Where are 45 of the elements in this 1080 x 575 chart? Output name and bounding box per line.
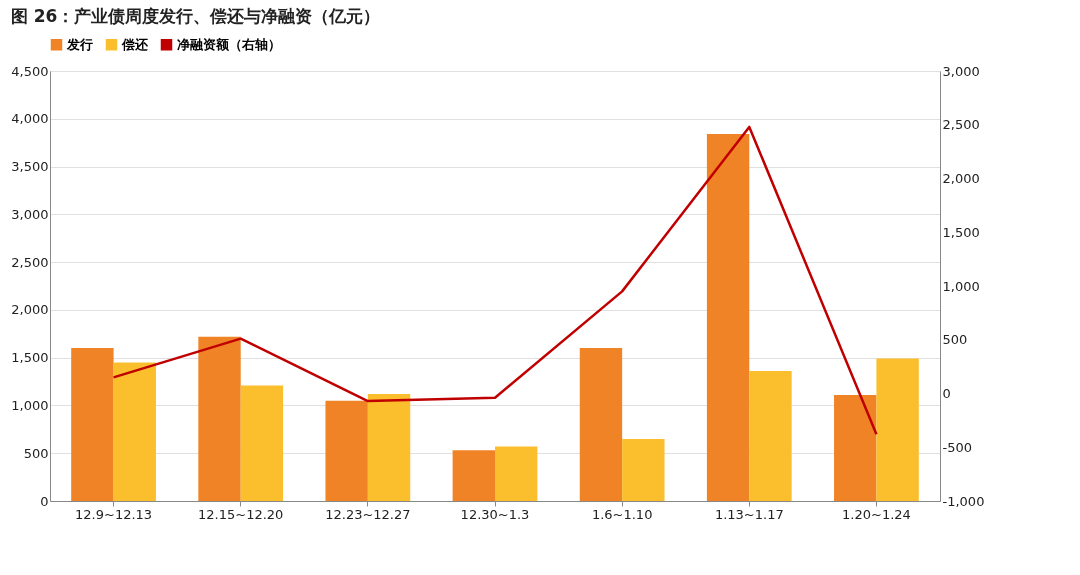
y2-tick-label: -500 xyxy=(942,439,973,455)
bar xyxy=(367,393,411,501)
bar xyxy=(113,362,156,501)
y-tick-label: 2,500 xyxy=(11,254,49,270)
chart-title: 图 26：产业债周度发行、偿还与净融资（亿元） xyxy=(10,6,381,26)
y-tick-label: 1,000 xyxy=(11,397,49,413)
bar xyxy=(622,438,665,501)
y2-tick-label: 0 xyxy=(942,386,951,401)
x-tick-label: 1.20~1.24 xyxy=(842,506,911,522)
y-tick-label: 4,000 xyxy=(11,111,49,127)
bar xyxy=(834,394,877,501)
y-tick-label: 4,500 xyxy=(11,63,49,79)
y2-tick-label: 500 xyxy=(942,332,968,348)
legend-label: 净融资额（右轴） xyxy=(177,36,281,52)
bar xyxy=(749,371,792,501)
y-tick-label: 2,000 xyxy=(11,302,49,318)
bar xyxy=(452,450,495,501)
x-tick-label: 1.13~1.17 xyxy=(714,506,784,522)
y2-tick-label: 2,000 xyxy=(942,171,980,186)
x-tick-label: 1.6~1.10 xyxy=(591,506,653,522)
x-tick-label: 12.23~12.27 xyxy=(325,506,411,522)
bar xyxy=(876,358,919,501)
x-tick-label: 12.15~12.20 xyxy=(198,506,284,522)
y-tick-label: 500 xyxy=(23,445,49,461)
y2-tick-label: 1,000 xyxy=(942,278,980,294)
bar xyxy=(240,385,284,501)
bar xyxy=(325,400,368,501)
x-tick-label: 12.30~1.3 xyxy=(460,506,530,522)
bar xyxy=(71,348,114,501)
legend-label: 偿还 xyxy=(121,36,149,52)
bar xyxy=(495,446,538,501)
y-tick-label: 3,500 xyxy=(11,159,49,175)
bar xyxy=(198,336,241,501)
y2-tick-label: 3,000 xyxy=(942,63,980,79)
line-series xyxy=(112,125,878,436)
y-tick-label: 3,000 xyxy=(11,206,49,222)
bar xyxy=(706,134,750,501)
bar xyxy=(579,348,623,501)
y2-tick-label: -1,000 xyxy=(942,493,985,509)
y2-tick-label: 1,500 xyxy=(942,224,980,240)
legend-label: 发行 xyxy=(66,36,93,52)
y-tick-label: 1,500 xyxy=(11,350,49,366)
y-tick-label: 0 xyxy=(40,493,49,509)
x-tick-label: 12.9~12.13 xyxy=(75,506,153,522)
y2-tick-label: 2,500 xyxy=(942,117,980,133)
